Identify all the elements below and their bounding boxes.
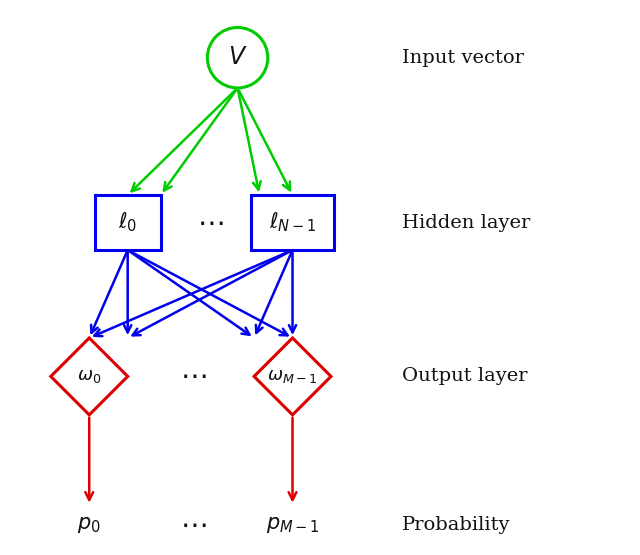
Text: $\ell_0$: $\ell_0$ (118, 211, 138, 234)
FancyBboxPatch shape (252, 195, 333, 250)
FancyBboxPatch shape (95, 195, 161, 250)
Text: $\omega_0$: $\omega_0$ (77, 367, 101, 385)
Text: Output layer: Output layer (403, 367, 528, 385)
Text: Hidden layer: Hidden layer (403, 214, 531, 231)
Text: $\cdots$: $\cdots$ (180, 511, 207, 539)
Text: $\ell_{N-1}$: $\ell_{N-1}$ (269, 211, 316, 234)
Circle shape (207, 28, 268, 88)
Text: Probability: Probability (403, 516, 511, 534)
Text: $p_0$: $p_0$ (77, 514, 101, 535)
Text: $p_{M-1}$: $p_{M-1}$ (266, 514, 319, 535)
Text: $\omega_{M-1}$: $\omega_{M-1}$ (268, 367, 317, 385)
Text: $\cdots$: $\cdots$ (197, 209, 223, 236)
Polygon shape (254, 338, 331, 415)
Text: $\cdots$: $\cdots$ (180, 362, 207, 390)
Polygon shape (51, 338, 128, 415)
Text: Input vector: Input vector (403, 49, 524, 67)
Text: $V$: $V$ (228, 46, 247, 69)
